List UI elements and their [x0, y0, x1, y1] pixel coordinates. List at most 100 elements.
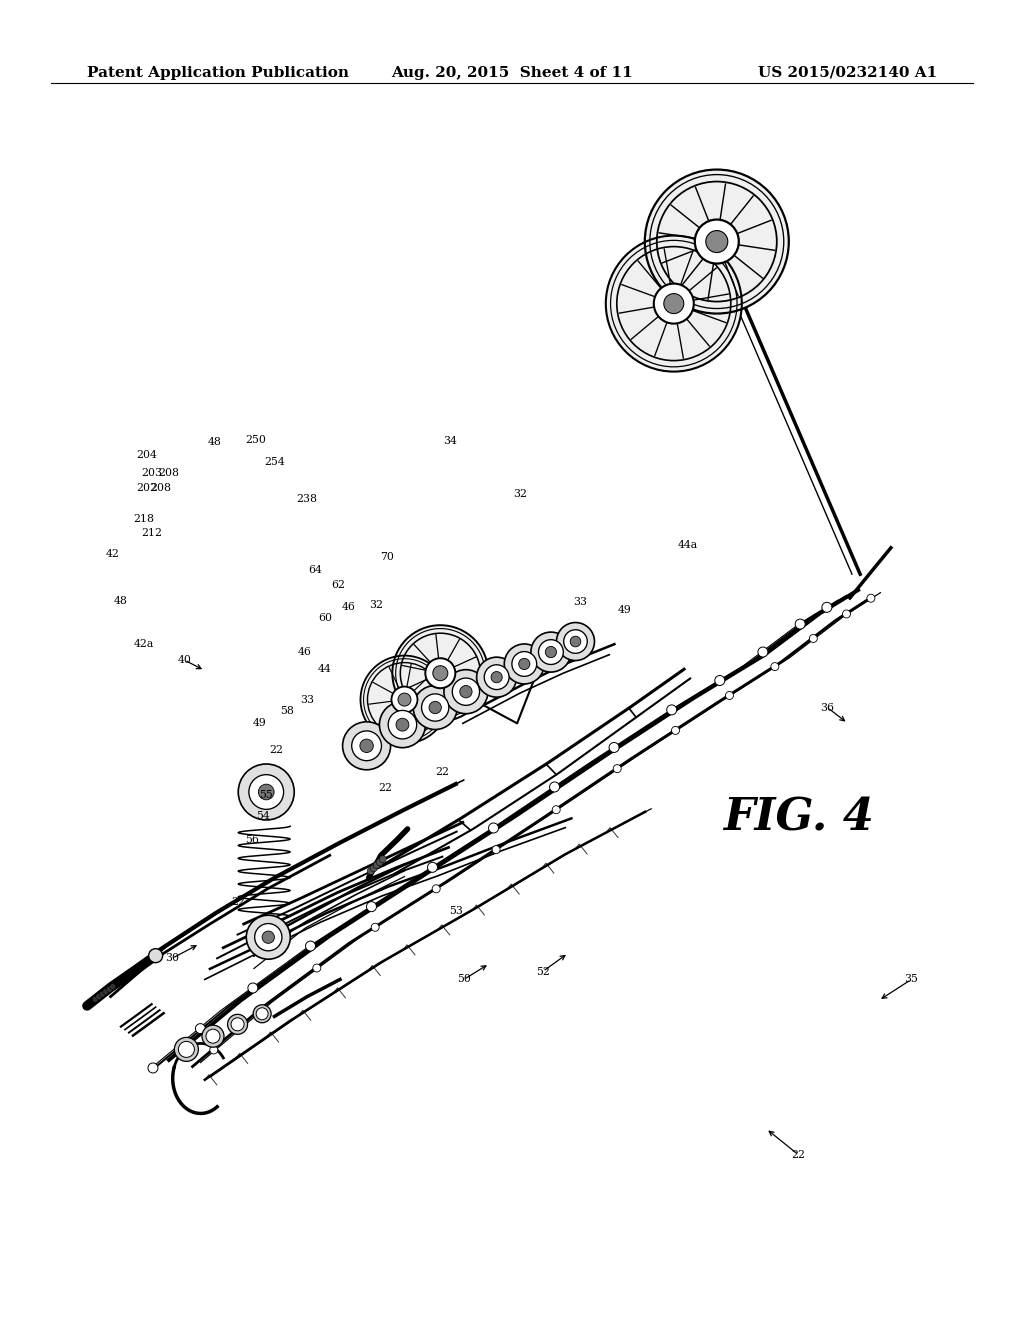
- Text: 46: 46: [297, 647, 311, 657]
- Text: 36: 36: [820, 702, 835, 713]
- Circle shape: [178, 1041, 195, 1057]
- Text: 35: 35: [904, 974, 919, 985]
- Circle shape: [343, 722, 390, 770]
- Text: 22: 22: [435, 767, 450, 777]
- Circle shape: [148, 949, 163, 962]
- Circle shape: [102, 989, 109, 995]
- Text: 53: 53: [449, 906, 463, 916]
- Circle shape: [546, 647, 556, 657]
- Circle shape: [210, 1045, 218, 1053]
- Circle shape: [609, 742, 620, 752]
- Text: 70: 70: [380, 552, 394, 562]
- Circle shape: [147, 1063, 158, 1073]
- Text: 44a: 44a: [678, 540, 698, 550]
- Text: 22: 22: [269, 744, 284, 755]
- Text: 22: 22: [231, 896, 246, 907]
- Text: 49: 49: [617, 605, 632, 615]
- Circle shape: [563, 630, 588, 653]
- Circle shape: [376, 859, 383, 866]
- Text: 42a: 42a: [133, 639, 154, 649]
- Circle shape: [444, 669, 487, 714]
- Circle shape: [392, 626, 488, 721]
- Circle shape: [196, 1023, 206, 1034]
- Circle shape: [249, 775, 284, 809]
- Text: 54: 54: [256, 810, 270, 821]
- Text: 62: 62: [331, 579, 345, 590]
- Circle shape: [312, 964, 321, 972]
- Text: 203: 203: [141, 467, 162, 478]
- Circle shape: [432, 884, 440, 892]
- Circle shape: [433, 665, 447, 681]
- Text: US 2015/0232140 A1: US 2015/0232140 A1: [758, 66, 937, 79]
- Circle shape: [227, 1014, 248, 1035]
- Circle shape: [106, 986, 113, 993]
- Circle shape: [380, 702, 425, 747]
- Circle shape: [371, 865, 377, 871]
- Circle shape: [174, 1038, 199, 1061]
- Circle shape: [258, 784, 274, 800]
- Circle shape: [460, 685, 472, 698]
- Circle shape: [504, 644, 545, 684]
- Circle shape: [771, 663, 779, 671]
- Text: 40: 40: [177, 655, 191, 665]
- Circle shape: [239, 764, 294, 820]
- Text: 32: 32: [513, 488, 527, 499]
- Circle shape: [360, 656, 449, 743]
- Circle shape: [398, 693, 411, 706]
- Circle shape: [645, 169, 788, 314]
- Circle shape: [110, 983, 116, 990]
- Circle shape: [453, 678, 479, 705]
- Circle shape: [427, 862, 437, 873]
- Text: 42: 42: [105, 549, 120, 560]
- Circle shape: [202, 1026, 224, 1047]
- Circle shape: [695, 219, 738, 264]
- Circle shape: [488, 822, 499, 833]
- Circle shape: [843, 610, 851, 618]
- Text: 64: 64: [308, 565, 323, 576]
- Circle shape: [262, 931, 274, 944]
- Circle shape: [493, 846, 500, 854]
- Circle shape: [247, 915, 290, 960]
- Text: 46: 46: [341, 602, 355, 612]
- Circle shape: [706, 231, 728, 252]
- Text: 212: 212: [141, 528, 162, 539]
- Circle shape: [253, 1005, 271, 1023]
- Text: 202: 202: [136, 483, 157, 494]
- Circle shape: [373, 862, 380, 869]
- Circle shape: [796, 619, 805, 630]
- Circle shape: [809, 635, 817, 643]
- Text: 30: 30: [165, 953, 179, 964]
- Circle shape: [391, 686, 418, 713]
- Text: 52: 52: [536, 966, 550, 977]
- Text: 208: 208: [159, 467, 179, 478]
- Circle shape: [368, 867, 374, 875]
- Text: 32: 32: [369, 599, 383, 610]
- Circle shape: [715, 676, 725, 685]
- Text: 56: 56: [245, 834, 259, 845]
- Text: 22: 22: [378, 783, 392, 793]
- Circle shape: [95, 994, 101, 999]
- Text: 44: 44: [317, 664, 332, 675]
- Circle shape: [231, 1018, 244, 1031]
- Circle shape: [606, 235, 741, 372]
- Text: 22: 22: [792, 1150, 806, 1160]
- Text: 238: 238: [297, 494, 317, 504]
- Circle shape: [476, 657, 517, 697]
- Circle shape: [92, 997, 98, 1002]
- Text: Aug. 20, 2015  Sheet 4 of 11: Aug. 20, 2015 Sheet 4 of 11: [391, 66, 633, 79]
- Text: 204: 204: [136, 450, 157, 461]
- Text: 250: 250: [246, 434, 266, 445]
- Circle shape: [556, 623, 595, 660]
- Text: 50: 50: [457, 974, 471, 985]
- Circle shape: [725, 692, 733, 700]
- Text: 60: 60: [318, 612, 333, 623]
- Circle shape: [512, 652, 537, 676]
- Circle shape: [371, 923, 379, 932]
- Circle shape: [664, 293, 684, 314]
- Circle shape: [530, 632, 571, 672]
- Circle shape: [667, 705, 677, 715]
- Circle shape: [519, 659, 529, 669]
- Circle shape: [367, 902, 377, 912]
- Circle shape: [492, 672, 502, 682]
- Text: 208: 208: [151, 483, 171, 494]
